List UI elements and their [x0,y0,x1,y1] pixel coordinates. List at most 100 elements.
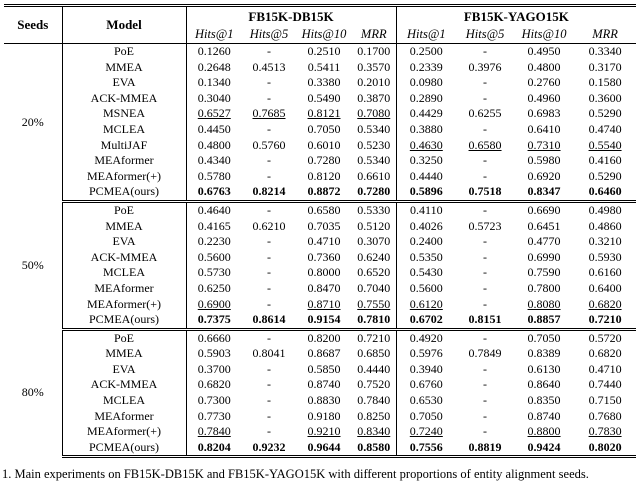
metric-value: 0.1580 [588,75,622,90]
metric-value: 0.6530 [409,393,443,408]
metric-header-hits5-yago: Hits@5 [456,26,515,44]
metric-value: 0.2230 [197,234,231,249]
metric-value: 0.7849 [468,346,502,361]
metric-value: - [483,296,488,311]
metric-value: 0.5340 [352,121,397,138]
metric-value: 0.8020 [574,439,637,459]
metric-value: 0.4980 [588,202,622,217]
table-body: 20% PoE 0.1260-0.2510 0.1700 0.2500-0.4950 0.… [4,43,637,459]
metric-value: 0.6210 [252,218,286,233]
metric-value: 0.5930 [588,249,622,264]
metric-value: 0.3170 [588,59,622,74]
metric-value: 0.7280 [307,153,341,168]
metric-value: 0.4740 [588,121,622,136]
metric-value: 0.7310 [527,137,561,152]
metric-value: 0.7360 [307,249,341,264]
metric-value: 0.6451 [527,218,561,233]
results-table: Seeds Model FB15K-DB15K FB15K-YAGO15K Hi… [4,4,637,459]
model-name: MCLEA [62,121,187,138]
metric-value: 0.5330 [352,201,397,219]
metric-value: - [483,168,488,183]
metric-value: 0.6702 [396,312,457,331]
metric-value: 0.4710 [588,361,622,376]
table-row: 50% PoE 0.4640-0.6580 0.5330 0.4110-0.6690 0.… [4,201,636,330]
metric-value: 0.4513 [252,59,286,74]
metric-value: 0.7150 [588,393,622,408]
metric-value: - [267,44,271,58]
metric-value: 0.4710 [307,234,341,249]
metric-value: 0.7518 [456,184,515,203]
metric-value: 0.6920 [527,168,561,183]
metric-value: 0.6990 [527,249,561,264]
table-row: MEAformer(+) 0.6900 - 0.8710 0.7550 0.6120 - 0.… [4,296,636,313]
metric-value: 0.4340 [197,153,231,168]
table-row: PCMEA(ours) 0.6763 0.8214 0.8872 0.7280 0.589… [4,184,637,203]
metric-value: 0.5290 [588,106,622,121]
metric-value: - [267,90,271,105]
metric-value: 0.8204 [186,439,242,459]
table-row: MEAformer(+) 0.7840 - 0.9210 0.8340 0.7240 - 0.… [4,424,636,440]
model-name: MEAformer(+) [62,168,187,185]
seeds-column-header: Seeds [4,5,63,44]
metric-value: 0.8687 [307,346,341,361]
metric-value: 0.6900 [197,296,231,311]
metric-value: 0.6400 [588,280,622,295]
metric-value: 0.7300 [197,393,231,408]
metric-value: 0.8080 [527,296,561,311]
metric-value: 0.7210 [574,312,637,331]
metric-value: 0.0980 [409,75,443,90]
metric-value: 0.9210 [307,424,341,439]
metric-value: 0.4770 [527,234,561,249]
metric-value: 0.6820 [197,377,231,392]
model-name: EVA [62,361,187,378]
metric-value: 0.5340 [352,153,397,169]
table-row: MEAformer 0.6250 - 0.8470 0.7040 0.5600 - 0.780… [4,280,636,297]
model-name: EVA [62,75,187,91]
metric-value: 0.4110 [410,202,443,217]
metric-value: 0.8857 [514,312,575,331]
metric-value: 0.2010 [352,75,397,91]
model-name: PoE [62,43,187,60]
metric-header-hits10-yago: Hits@10 [514,26,575,44]
model-name: MCLEA [62,265,187,281]
metric-value: 0.6660 [197,330,231,345]
metric-value: 0.6520 [352,265,397,281]
metric-value: 0.4429 [409,106,443,121]
metric-value: 0.7375 [186,312,242,331]
results-table-container: Seeds Model FB15K-DB15K FB15K-YAGO15K Hi… [4,4,637,459]
metric-header-hits10-db: Hits@10 [296,26,352,44]
metric-value: 0.6130 [527,361,561,376]
metric-value: - [483,44,488,58]
metric-value: 0.5720 [588,330,622,345]
metric-value: 0.7280 [352,184,397,203]
metric-value: 0.5976 [409,346,443,361]
metric-value: 0.8470 [307,280,341,295]
metric-value: 0.8200 [307,330,341,345]
metric-value: 0.7080 [352,106,397,122]
metric-value: 0.5490 [307,90,341,105]
model-name: ACK-MMEA [62,377,187,394]
metric-value: - [267,168,271,183]
metric-value: - [483,393,488,408]
metric-value: 0.3880 [409,121,443,136]
metric-value: 0.7520 [352,377,397,394]
metric-value: 0.3070 [352,234,397,250]
metric-value: - [267,234,271,249]
metric-value: 0.6690 [527,202,561,217]
metric-value: 0.8000 [307,265,341,280]
metric-value: 0.4800 [527,59,561,74]
table-row: ACK-MMEA 0.3040 - 0.5490 0.3870 0.2890 - 0.4960… [4,90,636,107]
model-name: MEAformer [62,408,187,425]
metric-value: 0.3940 [409,361,443,376]
seeds-label: 50% [4,201,63,330]
table-row: EVA 0.1340 - 0.3380 0.2010 0.0980 - 0.2760 0.158… [4,75,636,91]
metric-value: 0.7556 [396,439,457,459]
metric-value: 0.4800 [197,137,231,152]
metric-value: 0.3210 [588,234,622,249]
metric-value: 0.4440 [409,168,443,183]
metric-value: 0.5230 [352,137,397,154]
metric-value: 0.6255 [468,106,502,121]
metric-value: 0.8214 [242,184,296,203]
table-row: MultiJAF 0.4800 0.5760 0.6010 0.5230 0.4630 0.… [4,137,636,154]
metric-value: 0.5780 [197,168,231,183]
